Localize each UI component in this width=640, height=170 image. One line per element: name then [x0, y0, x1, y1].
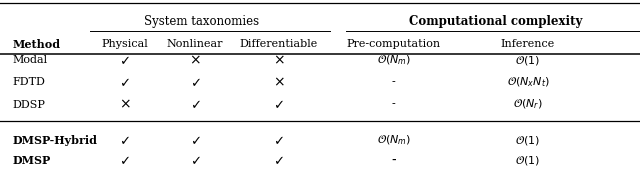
Text: $\checkmark$: $\checkmark$ [120, 54, 130, 67]
Text: -: - [392, 100, 396, 109]
Text: $\checkmark$: $\checkmark$ [120, 154, 130, 167]
Text: $\checkmark$: $\checkmark$ [120, 134, 130, 147]
Text: Nonlinear: Nonlinear [167, 39, 223, 49]
Text: $\times$: $\times$ [273, 75, 284, 89]
Text: $\times$: $\times$ [189, 53, 201, 67]
Text: FDTD: FDTD [13, 78, 45, 87]
Text: $\checkmark$: $\checkmark$ [190, 154, 200, 167]
Text: Method: Method [13, 39, 61, 50]
Text: $\checkmark$: $\checkmark$ [190, 76, 200, 89]
Text: $\mathcal{O}(N_m)$: $\mathcal{O}(N_m)$ [376, 54, 411, 67]
Text: Physical: Physical [101, 39, 148, 49]
Text: DMSP: DMSP [13, 155, 51, 166]
Text: $\mathcal{O}(1)$: $\mathcal{O}(1)$ [515, 134, 541, 147]
Text: $\mathcal{O}(1)$: $\mathcal{O}(1)$ [515, 154, 541, 167]
Text: $\mathcal{O}(1)$: $\mathcal{O}(1)$ [515, 54, 541, 67]
Text: $\times$: $\times$ [119, 98, 131, 112]
Text: $\checkmark$: $\checkmark$ [120, 76, 130, 89]
Text: Pre-computation: Pre-computation [346, 39, 441, 49]
Text: -: - [392, 78, 396, 87]
Text: Modal: Modal [13, 55, 48, 65]
Text: System taxonomies: System taxonomies [144, 15, 259, 28]
Text: $\checkmark$: $\checkmark$ [273, 154, 284, 167]
Text: $\mathcal{O}(N_x N_t)$: $\mathcal{O}(N_x N_t)$ [506, 76, 550, 89]
Text: DMSP-Hybrid: DMSP-Hybrid [13, 135, 98, 146]
Text: Computational complexity: Computational complexity [410, 15, 582, 28]
Text: Differentiable: Differentiable [239, 39, 317, 49]
Text: DDSP: DDSP [13, 100, 45, 109]
Text: $\checkmark$: $\checkmark$ [273, 134, 284, 147]
Text: $\checkmark$: $\checkmark$ [273, 98, 284, 111]
Text: $\checkmark$: $\checkmark$ [190, 98, 200, 111]
Text: $\mathcal{O}(N_r)$: $\mathcal{O}(N_r)$ [513, 98, 543, 111]
Text: $\mathcal{O}(N_m)$: $\mathcal{O}(N_m)$ [376, 133, 411, 147]
Text: -: - [391, 155, 396, 166]
Text: $\checkmark$: $\checkmark$ [190, 134, 200, 147]
Text: Inference: Inference [501, 39, 555, 49]
Text: $\times$: $\times$ [273, 53, 284, 67]
